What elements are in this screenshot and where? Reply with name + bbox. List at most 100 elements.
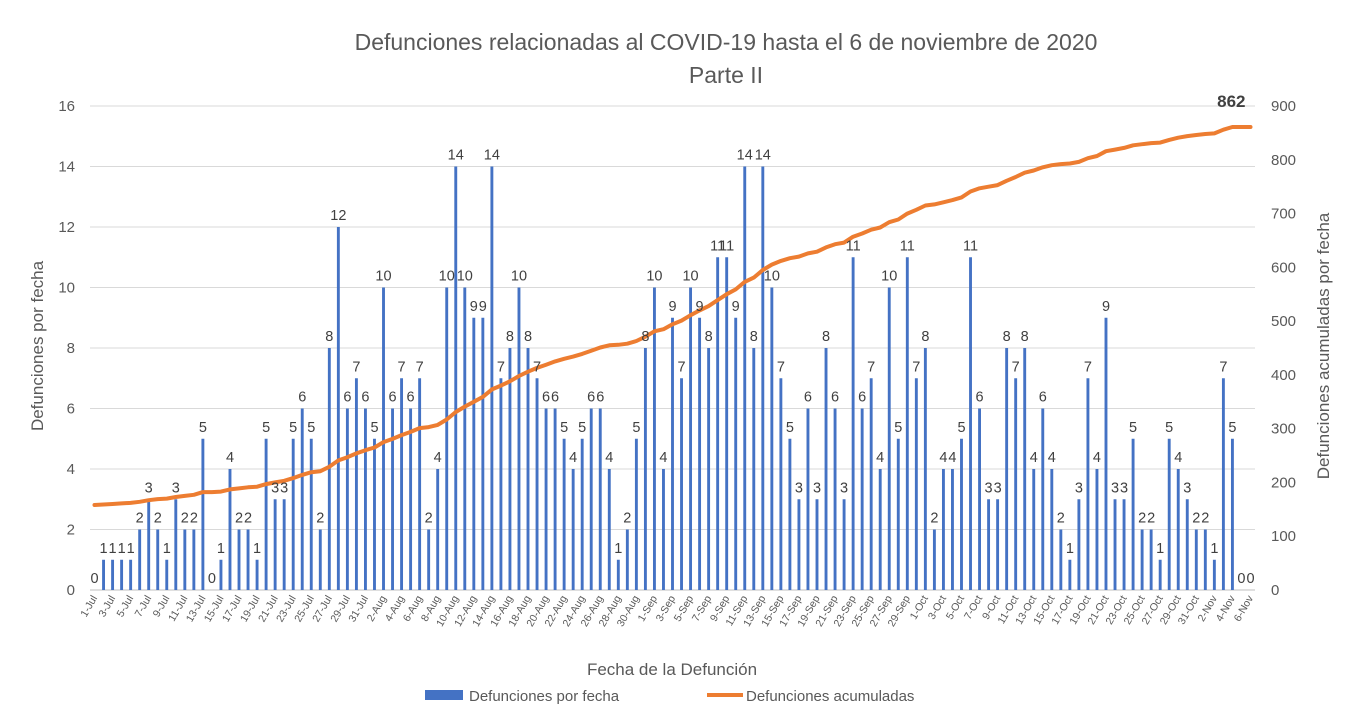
bar bbox=[1221, 378, 1225, 590]
bar-value-label: 6 bbox=[858, 390, 866, 406]
bar-value-label: 10 bbox=[375, 269, 391, 285]
bar bbox=[246, 529, 250, 590]
y-tick-label: 16 bbox=[58, 98, 75, 115]
bar bbox=[345, 408, 349, 590]
bar bbox=[607, 469, 611, 590]
bar bbox=[941, 469, 945, 590]
y2-tick-label: 900 bbox=[1271, 98, 1296, 115]
bar-value-label: 1 bbox=[253, 541, 261, 557]
y2-tick-label: 700 bbox=[1271, 206, 1296, 223]
bar bbox=[770, 287, 774, 590]
bar-value-label: 7 bbox=[912, 359, 920, 375]
bar bbox=[409, 408, 413, 590]
bar-value-label: 3 bbox=[1120, 480, 1128, 496]
bar bbox=[833, 408, 837, 590]
bar bbox=[652, 287, 656, 590]
bar bbox=[743, 166, 747, 590]
y2-tick-label: 500 bbox=[1271, 313, 1296, 330]
bar-value-label: 6 bbox=[976, 390, 984, 406]
bar-value-label: 1 bbox=[1066, 541, 1074, 557]
bar bbox=[1203, 529, 1207, 590]
bar bbox=[499, 378, 503, 590]
x-tick-label: 3-Jul bbox=[96, 594, 118, 620]
bar-value-label: 3 bbox=[813, 480, 821, 496]
bar bbox=[373, 438, 376, 590]
y-tick-label: 14 bbox=[58, 159, 75, 176]
bar bbox=[725, 257, 729, 590]
bar-value-label: 2 bbox=[930, 511, 938, 527]
bar-value-label: 3 bbox=[994, 480, 1002, 496]
bar bbox=[138, 529, 142, 590]
bar bbox=[869, 378, 873, 590]
bar-value-label: 5 bbox=[560, 420, 568, 436]
bar bbox=[219, 559, 223, 590]
bar-value-label: 7 bbox=[352, 359, 360, 375]
bar bbox=[472, 317, 476, 590]
bar-value-label: 14 bbox=[484, 148, 500, 164]
bar bbox=[824, 348, 828, 590]
bar bbox=[237, 529, 241, 590]
bar bbox=[689, 287, 693, 590]
y-tick-label: 8 bbox=[67, 340, 75, 357]
bar bbox=[463, 287, 467, 590]
bar bbox=[923, 348, 927, 590]
bar bbox=[291, 438, 295, 590]
bar bbox=[806, 408, 810, 590]
bar-value-label: 5 bbox=[289, 420, 297, 436]
bar bbox=[1077, 499, 1081, 590]
y2-tick-label: 800 bbox=[1271, 152, 1296, 169]
y2-tick-label: 300 bbox=[1271, 421, 1296, 438]
legend-bar-swatch bbox=[425, 690, 463, 700]
bar-value-label: 7 bbox=[398, 359, 406, 375]
bar bbox=[589, 408, 593, 590]
bar-value-label: 1 bbox=[1156, 541, 1164, 557]
bar-value-label: 3 bbox=[145, 480, 153, 496]
bar bbox=[932, 529, 936, 590]
bar-value-label: 9 bbox=[470, 299, 478, 315]
bar bbox=[1149, 529, 1153, 590]
bar-value-label: 1 bbox=[109, 541, 117, 557]
y2-tick-label: 400 bbox=[1271, 367, 1296, 384]
bar bbox=[364, 408, 367, 590]
bar bbox=[174, 499, 178, 590]
bar-value-label: 7 bbox=[497, 359, 505, 375]
bar-value-label: 3 bbox=[172, 480, 180, 496]
bar bbox=[1032, 469, 1036, 590]
bar-value-label: 4 bbox=[569, 450, 577, 466]
bar bbox=[1014, 378, 1018, 590]
bar-value-label: 6 bbox=[831, 390, 839, 406]
bar-value-label: 5 bbox=[786, 420, 794, 436]
bar-value-label: 8 bbox=[1003, 329, 1011, 345]
bar bbox=[526, 348, 530, 590]
legend-bar-label: Defunciones por fecha bbox=[469, 688, 620, 705]
bar bbox=[1167, 438, 1171, 590]
bar-value-label: 10 bbox=[439, 269, 455, 285]
bar-value-label: 8 bbox=[750, 329, 758, 345]
bar bbox=[111, 559, 115, 590]
chart-subtitle: Parte II bbox=[689, 62, 763, 88]
bar-value-label: 2 bbox=[154, 511, 162, 527]
y-axis-title: Defunciones por fecha bbox=[28, 260, 47, 431]
bar bbox=[752, 348, 756, 590]
bar-value-label: 2 bbox=[1138, 511, 1146, 527]
bar-value-label: 8 bbox=[524, 329, 532, 345]
bar-value-label: 2 bbox=[623, 511, 631, 527]
bar-value-label: 1 bbox=[118, 541, 126, 557]
right-axis-ticks: 0 100 200 300 400 500 600 700 800 900 bbox=[1271, 98, 1296, 599]
bar bbox=[1050, 469, 1054, 590]
bar bbox=[987, 499, 991, 590]
bar bbox=[336, 227, 340, 590]
bar bbox=[969, 257, 972, 590]
bar-value-label: 3 bbox=[795, 480, 803, 496]
x-tick-label: 5-Jul bbox=[114, 594, 136, 620]
bar-value-label: 4 bbox=[876, 450, 884, 466]
chart-title: Defunciones relacionadas al COVID-19 has… bbox=[355, 29, 1098, 55]
bar bbox=[896, 438, 900, 590]
bar-value-label: 8 bbox=[921, 329, 929, 345]
bar-value-label: 10 bbox=[457, 269, 473, 285]
bar-value-label: 11 bbox=[719, 238, 734, 254]
bar-value-label: 2 bbox=[1192, 511, 1200, 527]
bar-value-label: 2 bbox=[425, 511, 433, 527]
bar bbox=[887, 287, 891, 590]
bar bbox=[788, 438, 792, 590]
